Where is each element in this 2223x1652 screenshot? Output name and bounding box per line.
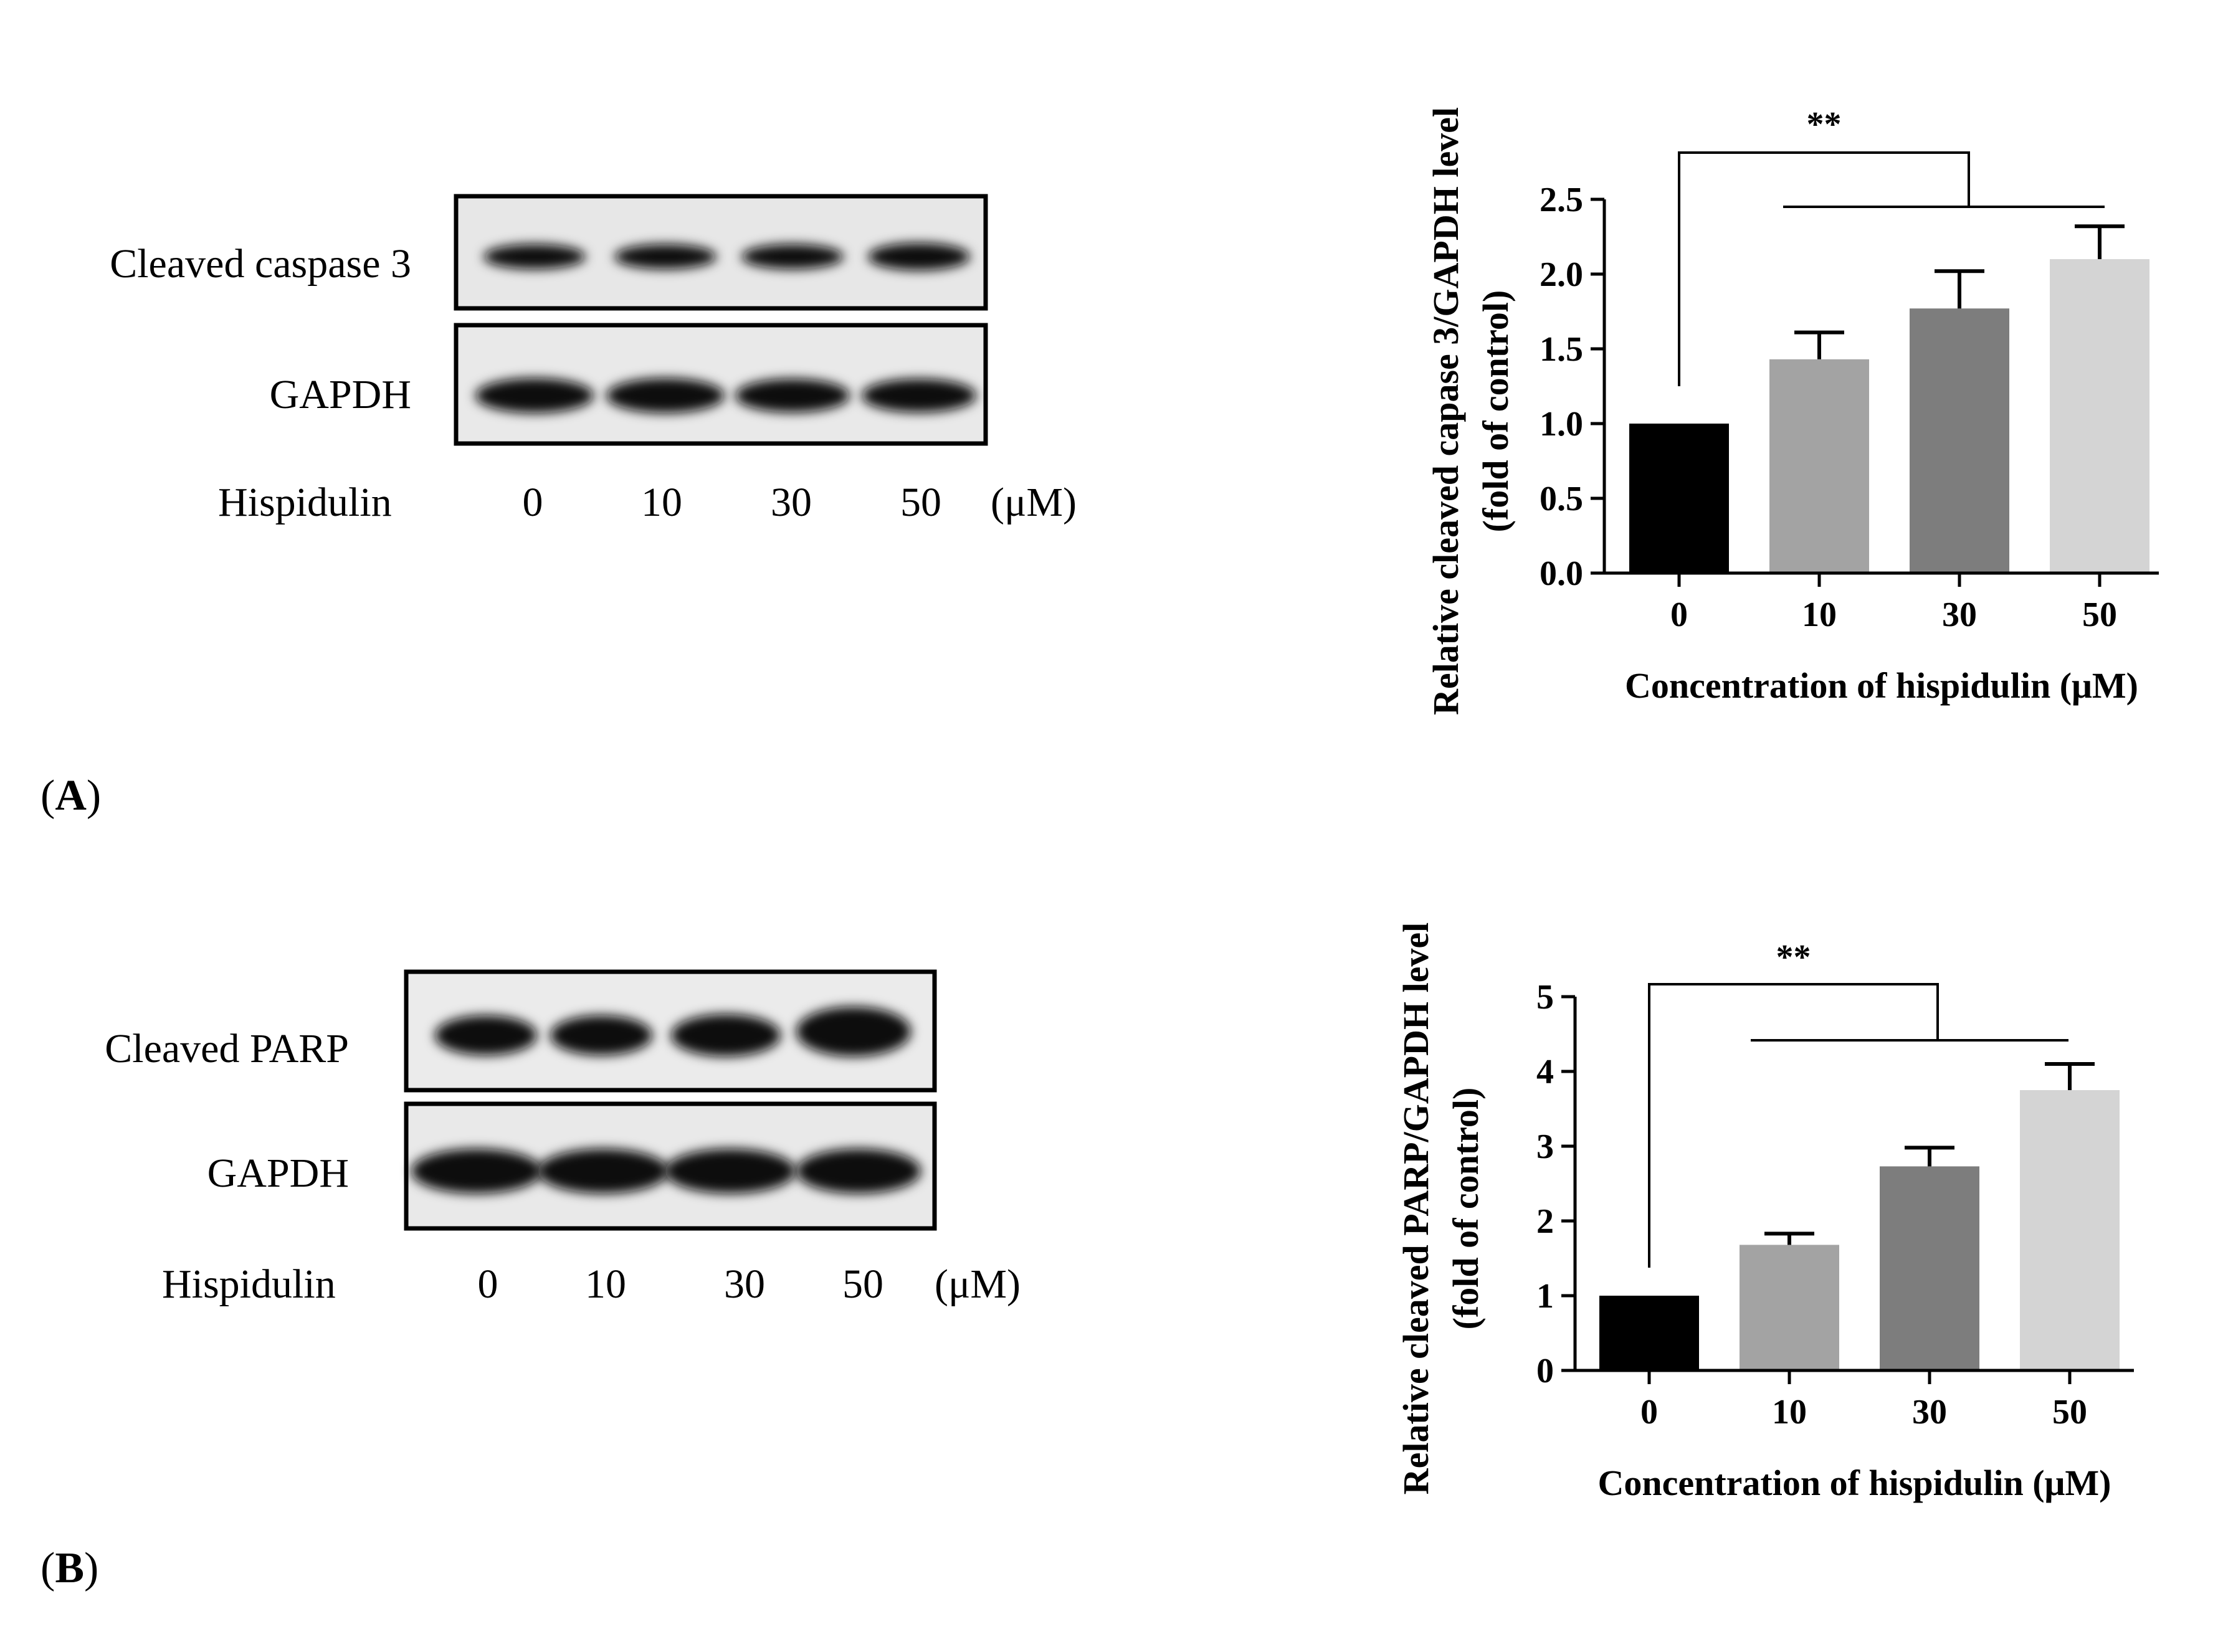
chart-b-significance-bracket [1648, 983, 2068, 1268]
chart-a-error-bar-50 [2075, 224, 2125, 259]
chart-b-y-axis-title: Relative cleaved PARP/GAPDH level [1396, 923, 1436, 1495]
chart-a-significance-bracket [1678, 151, 2105, 386]
chart-b-error-bar-10 [1764, 1232, 1814, 1245]
chart-a-y-tick-label-3: 1.5 [1540, 330, 1583, 369]
blot-a-band2-label: GAPDH [270, 372, 411, 417]
blot-a-band1-lane2 [614, 244, 716, 269]
blot-a-band1-label: Cleaved caspase 3 [110, 241, 411, 287]
blot-a-dose-3: 30 [771, 480, 812, 525]
chart-a-bar-0 [1629, 424, 1729, 573]
chart-a-bar-10 [1769, 359, 1869, 573]
chart-b-y-tick-label-2: 2 [1536, 1202, 1554, 1241]
chart-a-x-tick-label-0: 0 [1670, 596, 1688, 634]
blot-b-band1-lane1 [435, 1015, 537, 1055]
panel-b-letter: (B) [40, 1544, 98, 1592]
chart-b-bar-10 [1740, 1245, 1839, 1370]
blot-b-band2-lane2 [538, 1149, 669, 1194]
panel-a-blot: Cleaved caspase 3 GAPDH Hispidulin 0 10 … [110, 194, 1077, 525]
blot-a-band2-lane3 [735, 379, 850, 412]
chart-b-bar-30 [1880, 1166, 1979, 1370]
chart-b-x-tick-label-10: 10 [1772, 1393, 1807, 1431]
chart-a-bar-50 [2050, 259, 2149, 573]
chart-a-y-tick-label-2: 1.0 [1540, 405, 1583, 444]
blot-a-dose-2: 10 [641, 480, 682, 525]
chart-b-y-tick-label-0: 0 [1536, 1352, 1554, 1390]
chart-b-bar-50 [2020, 1090, 2120, 1370]
panel-a-letter: (A) [40, 772, 101, 820]
chart-b-x-tick-label-50: 50 [2052, 1393, 2087, 1431]
blot-b-band1-lane3 [671, 1014, 781, 1056]
chart-a-x-tick-label-10: 10 [1802, 596, 1837, 634]
blot-a-band1-lane1 [483, 244, 586, 269]
blot-a-band1-row [483, 243, 970, 270]
chart-a-x-axis-title: Concentration of hispidulin (μM) [1625, 665, 2138, 706]
chart-b-y-tick-label-3: 3 [1536, 1127, 1554, 1166]
chart-b-x-tick-label-30: 30 [1912, 1393, 1947, 1431]
blot-a-band2-lane4 [862, 379, 976, 412]
blot-a-band1-lane3 [741, 244, 844, 269]
blot-b-band1-row [435, 1007, 911, 1056]
chart-a-significance-label: ** [1807, 105, 1842, 144]
chart-a-x-tick-label-50: 50 [2082, 596, 2117, 634]
chart-b-y-tick-label-4: 4 [1536, 1053, 1554, 1091]
blot-b-dose-1: 0 [478, 1261, 498, 1307]
chart-a-x-tick-label-30: 30 [1942, 596, 1977, 634]
blot-b-band1-label: Cleaved PARP [105, 1026, 349, 1071]
blot-a-treatment-label: Hispidulin [218, 480, 392, 525]
chart-b-significance-label: ** [1776, 938, 1811, 977]
blot-b-treatment-label: Hispidulin [162, 1261, 336, 1307]
blot-a-band1-lane4 [868, 243, 970, 270]
chart-a-bar-30 [1910, 308, 2009, 573]
chart-b-x-axis-title: Concentration of hispidulin (μM) [1597, 1463, 2111, 1503]
blot-b-dose-3: 30 [724, 1261, 765, 1307]
chart-a-y-tick-label-0: 0.0 [1540, 554, 1583, 593]
chart-b-x-tick-label-0: 0 [1640, 1393, 1658, 1431]
chart-b-error-bar-50 [2045, 1062, 2095, 1090]
panel-b-blot: Cleaved PARP GAPDH Hispidulin 0 10 30 50… [105, 969, 1021, 1307]
chart-a: 0.0 0.5 1.0 1.5 2.0 2.5 0 10 30 50 Concentration o… [1426, 105, 2159, 715]
blot-a-band2-lane1 [475, 378, 594, 413]
blot-b-band2-label: GAPDH [207, 1151, 349, 1196]
chart-b-y-tick-label-1: 1 [1536, 1277, 1554, 1316]
blot-a-unit: (μM) [991, 480, 1077, 525]
blot-b-band2-lane1 [411, 1149, 542, 1194]
blot-b-band2-lane3 [665, 1149, 796, 1194]
chart-a-y-axis-subtitle: (fold of control) [1475, 290, 1516, 533]
blot-b-dose-4: 50 [842, 1261, 883, 1307]
blot-b-band2-lane4 [796, 1149, 921, 1194]
chart-a-y-axis-title: Relative cleaved capase 3/GAPDH level [1426, 107, 1466, 715]
chart-a-error-bar-30 [1935, 269, 1984, 309]
blot-a-dose-1: 0 [523, 480, 543, 525]
chart-b-y-axis-subtitle: (fold of control) [1445, 1088, 1486, 1330]
blot-b-band1-lane2 [550, 1015, 652, 1055]
blot-a-band2-row [475, 378, 976, 413]
blot-b-band1-lane4 [796, 1007, 911, 1056]
blot-a-dose-4: 50 [900, 480, 941, 525]
chart-a-y-tick-label-1: 0.5 [1540, 480, 1583, 518]
chart-b-bar-0 [1599, 1296, 1699, 1370]
blot-b-dose-2: 10 [585, 1261, 626, 1307]
chart-a-y-tick-label-5: 2.5 [1540, 181, 1583, 219]
chart-b-error-bar-30 [1905, 1146, 1954, 1167]
blot-b-unit: (μM) [935, 1261, 1021, 1307]
chart-b-y-tick-label-5: 5 [1536, 978, 1554, 1017]
blot-b-band2-row [411, 1149, 921, 1194]
chart-a-error-bar-10 [1794, 330, 1844, 359]
chart-a-y-tick-label-4: 2.0 [1540, 255, 1583, 294]
blot-a-band2-lane2 [606, 378, 725, 413]
